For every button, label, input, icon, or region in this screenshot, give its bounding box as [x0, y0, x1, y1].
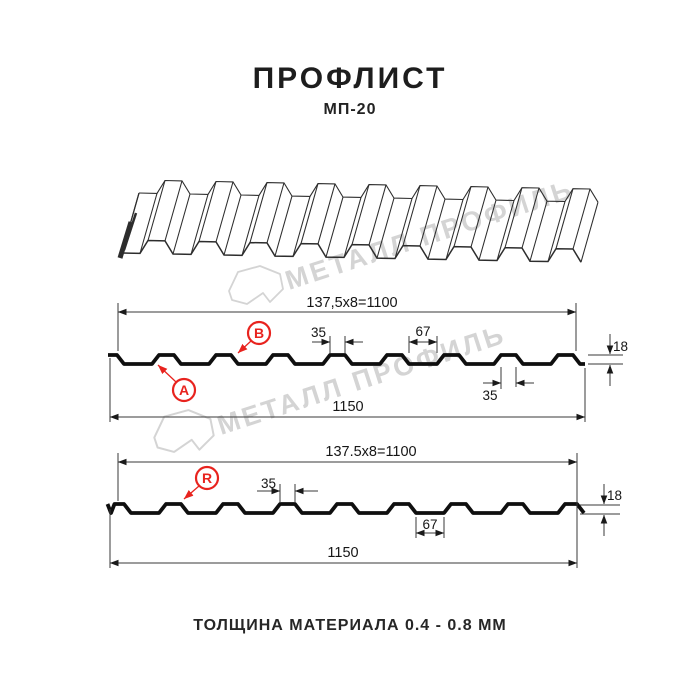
watermark-lower: МЕТАЛЛ ПРОФИЛЬ: [153, 319, 509, 453]
dim-height-bottom: 18: [580, 484, 622, 536]
thickness-note: ТОЛЩИНА МАТЕРИАЛА 0.4 - 0.8 ММ: [193, 617, 507, 634]
dim-height-top: 18: [588, 334, 628, 386]
dim-pitch-bottom: 137.5x8=1100: [117, 444, 578, 568]
dim-label-overall-bottom: 1150: [327, 545, 358, 561]
dim-crest-width-top: 35: [311, 325, 363, 353]
profile-outline-top: [108, 353, 585, 366]
dim-label-pitch-top: 137,5x8=1100: [306, 295, 397, 311]
dim-label-height-top: 18: [613, 339, 628, 354]
cross-section-bottom: 137.5x8=1100 35 67 18 1150: [105, 444, 622, 568]
watermark-text: МЕТАЛЛ ПРОФИЛЬ: [282, 174, 578, 296]
marker-side-b: B: [237, 320, 272, 354]
dim-pitch-top: 137,5x8=1100: [117, 295, 577, 351]
profile-outline-bottom: [105, 502, 586, 515]
dim-crest-width-top-below: 35: [482, 367, 534, 403]
marker-side-a: A: [157, 364, 197, 403]
marker-circle: [171, 377, 197, 403]
dim-overall-width-top: 1150: [109, 358, 586, 422]
cross-section-top: 137,5x8=1100 35 67 35 18: [108, 295, 628, 422]
dim-overall-width-bottom: 1150: [109, 509, 578, 568]
dim-label-overall-top: 1150: [332, 399, 363, 415]
marker-circle: [194, 465, 220, 491]
page-title: ПРОФЛИСТ: [252, 62, 448, 95]
dim-label-valley-top: 67: [415, 324, 430, 339]
dim-crest-width-bottom: 35: [257, 476, 318, 503]
dim-valley-width-bottom: 67: [415, 517, 445, 538]
dim-label-valley-bottom: 67: [422, 517, 437, 532]
brand-logo-icon: [228, 265, 284, 305]
dim-label-crest-top-below: 35: [482, 388, 497, 403]
marker-side-r: R: [183, 465, 220, 500]
marker-letter-b: B: [254, 325, 264, 341]
dim-label-crest-bottom: 35: [261, 476, 276, 491]
marker-letter-a: A: [179, 382, 189, 398]
dim-label-crest-top: 35: [311, 325, 326, 340]
sheet-3d-sketch: [117, 179, 599, 263]
brand-logo-icon: [153, 409, 215, 453]
product-code: МП-20: [323, 101, 377, 118]
marker-letter-r: R: [202, 470, 212, 486]
dim-valley-width-top: 67: [408, 324, 438, 353]
dim-label-pitch-bottom: 137.5x8=1100: [325, 444, 416, 460]
dim-label-height-bottom: 18: [607, 488, 622, 503]
marker-circle: [246, 320, 272, 346]
